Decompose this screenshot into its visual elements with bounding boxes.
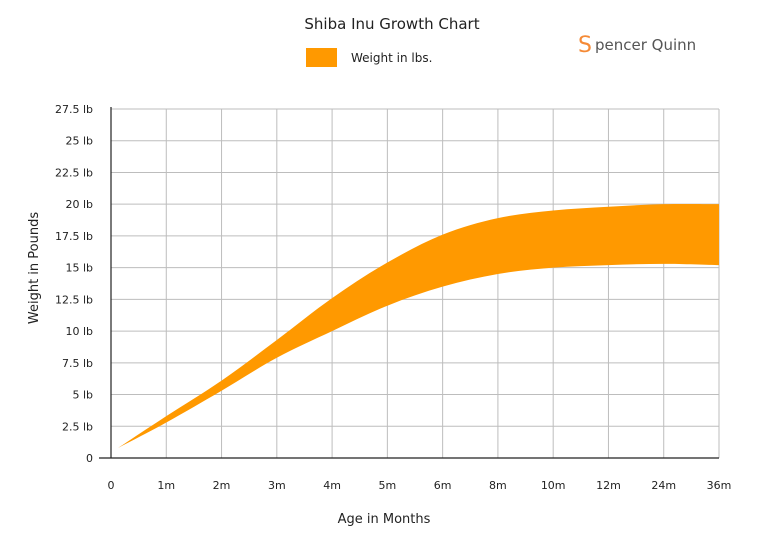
x-tick-label: 3m xyxy=(268,479,286,492)
weight-band xyxy=(118,203,720,448)
x-tick-label: 4m xyxy=(323,479,341,492)
y-tick-label: 7.5 lb xyxy=(62,357,93,370)
brand-logo: S pencer Quinn xyxy=(578,33,696,58)
legend-label: Weight in lbs. xyxy=(351,51,432,65)
x-tick-label: 24m xyxy=(651,479,676,492)
x-axis-label: Age in Months xyxy=(338,512,431,527)
y-tick-label: 25 lb xyxy=(65,135,93,148)
x-tick-label: 12m xyxy=(596,479,621,492)
chart-title: Shiba Inu Growth Chart xyxy=(304,15,479,33)
y-tick-label: 10 lb xyxy=(65,325,93,338)
x-tick-label: 10m xyxy=(541,479,566,492)
y-tick-label: 2.5 lb xyxy=(62,420,93,433)
y-tick-label: 27.5 lb xyxy=(55,103,93,116)
band-layer xyxy=(118,203,720,448)
brand-initial: S xyxy=(578,33,592,58)
x-tick-label: 0 xyxy=(108,479,115,492)
axes xyxy=(99,107,719,459)
x-tick-label: 1m xyxy=(157,479,175,492)
y-tick-label: 5 lb xyxy=(72,389,93,402)
x-tick-labels: 0 1m 2m 3m 4m 5m 6m 8m 10m 12m 24m 36m xyxy=(108,479,732,492)
y-tick-label: 0 xyxy=(86,452,93,465)
x-tick-label: 6m xyxy=(434,479,452,492)
y-tick-label: 22.5 lb xyxy=(55,166,93,179)
x-tick-label: 5m xyxy=(379,479,397,492)
y-tick-label: 15 lb xyxy=(65,262,93,275)
y-tick-label: 17.5 lb xyxy=(55,230,93,243)
y-tick-labels: 0 2.5 lb 5 lb 7.5 lb 10 lb 12.5 lb 15 lb 17.5 l… xyxy=(55,103,93,465)
x-tick-label: 36m xyxy=(707,479,732,492)
y-tick-label: 20 lb xyxy=(65,198,93,211)
grid xyxy=(111,108,720,458)
x-tick-label: 2m xyxy=(213,479,231,492)
y-axis-label: Weight in Pounds xyxy=(27,212,42,324)
legend-swatch xyxy=(306,48,337,67)
x-tick-label: 8m xyxy=(489,479,507,492)
legend: Weight in lbs. xyxy=(306,48,432,67)
brand-name: pencer Quinn xyxy=(595,36,696,54)
y-tick-label: 12.5 lb xyxy=(55,293,93,306)
